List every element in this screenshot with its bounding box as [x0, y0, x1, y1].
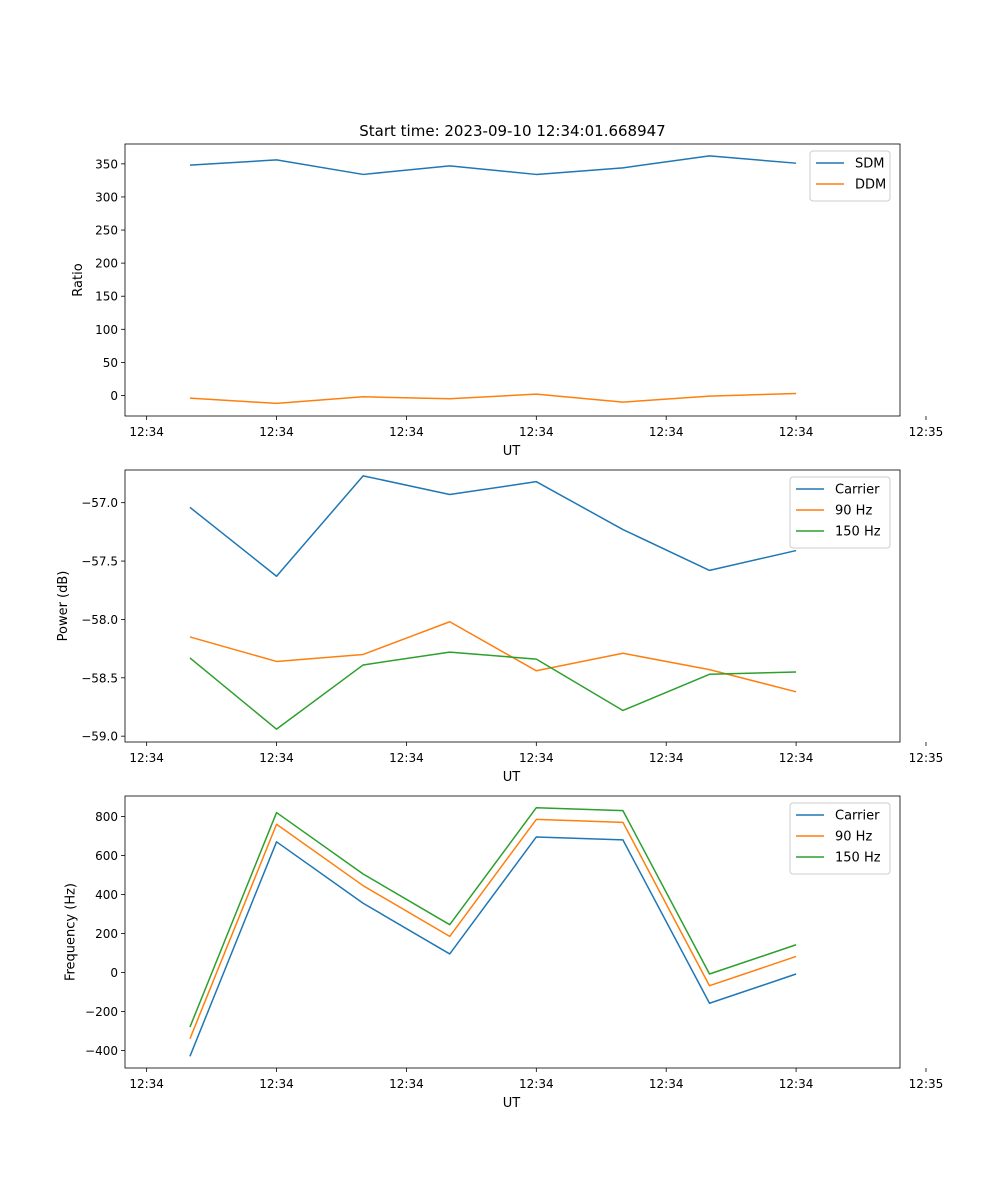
y-tick-label: −57.0: [81, 496, 118, 510]
legend: Carrier 90 Hz 150 Hz: [789, 802, 891, 875]
legend-label: Carrier: [835, 483, 880, 498]
x-tick-label: 12:34: [389, 1077, 424, 1091]
legend: Carrier 90 Hz 150 Hz: [789, 476, 891, 549]
legend-label: SDM: [855, 157, 884, 172]
x-tick-label: 12:34: [389, 425, 424, 439]
x-axis-label: UT: [503, 770, 521, 785]
x-tick-label: 12:34: [259, 1077, 294, 1091]
x-tick-label: 12:34: [779, 1077, 814, 1091]
panels: 12:34 12:34 12:34 12:34 12:34 12:34 12:35 0 50 10…: [56, 143, 944, 1111]
legend-label: 150 Hz: [835, 525, 881, 540]
chart-panel-3: 12:34 12:34 12:34 12:34 12:34 12:34 12:35 −400 −…: [64, 795, 944, 1111]
x-tick-label: 12:34: [779, 751, 814, 765]
series-line-90-hz: [189, 818, 797, 1040]
chart-panel-1: 12:34 12:34 12:34 12:34 12:34 12:34 12:35 0 50 10…: [71, 143, 944, 459]
y-axis-label: Ratio: [71, 263, 86, 296]
x-tick-label: 12:35: [909, 425, 944, 439]
y-tick-label: 800: [95, 810, 118, 824]
axes-frame: [124, 795, 901, 1069]
x-tick-label: 12:35: [909, 751, 944, 765]
axes-frame: [124, 469, 901, 743]
y-tick-label: 350: [95, 157, 118, 171]
x-tick-label: 12:35: [909, 1077, 944, 1091]
y-tick-label: −57.5: [81, 555, 118, 569]
x-tick-label: 12:34: [129, 425, 164, 439]
y-tick-label: 600: [95, 849, 118, 863]
x-tick-label: 12:34: [519, 751, 554, 765]
series-line-150-hz: [189, 651, 797, 730]
y-tick-label: −400: [85, 1044, 118, 1058]
x-tick-label: 12:34: [649, 425, 684, 439]
x-axis-label: UT: [503, 444, 521, 459]
series-line-carrier: [189, 836, 797, 1057]
y-tick-label: 200: [95, 927, 118, 941]
axes-frame: [124, 143, 901, 417]
y-tick-label: −58.0: [81, 613, 118, 627]
y-tick-label: 50: [103, 356, 118, 370]
y-tick-label: 200: [95, 257, 118, 271]
y-tick-label: 0: [110, 389, 118, 403]
chart-panel-2: 12:34 12:34 12:34 12:34 12:34 12:34 12:35 −59.0…: [56, 469, 944, 785]
y-axis-label: Frequency (Hz): [64, 883, 79, 981]
series-line-ddm: [189, 392, 797, 405]
x-axis-label: UT: [503, 1096, 521, 1111]
x-tick-label: 12:34: [259, 751, 294, 765]
x-tick-label: 12:34: [129, 751, 164, 765]
legend-label: DDM: [855, 178, 886, 193]
x-tick-label: 12:34: [259, 425, 294, 439]
legend-label: 150 Hz: [835, 851, 881, 866]
x-tick-label: 12:34: [129, 1077, 164, 1091]
legend-label: 90 Hz: [835, 830, 872, 845]
series-line-90-hz: [189, 621, 797, 693]
legend: SDM DDM: [809, 150, 891, 202]
x-tick-label: 12:34: [649, 751, 684, 765]
y-tick-label: 400: [95, 888, 118, 902]
legend-label: 90 Hz: [835, 504, 872, 519]
y-tick-label: −58.5: [81, 671, 118, 685]
y-tick-label: 0: [110, 966, 118, 980]
x-tick-label: 12:34: [519, 425, 554, 439]
x-tick-label: 12:34: [519, 1077, 554, 1091]
figure-title: Start time: 2023-09-10 12:34:01.668947: [359, 122, 665, 140]
y-tick-label: 100: [95, 323, 118, 337]
series-line-150-hz: [189, 806, 797, 1028]
x-tick-label: 12:34: [649, 1077, 684, 1091]
x-tick-label: 12:34: [779, 425, 814, 439]
legend-label: Carrier: [835, 809, 880, 824]
y-tick-label: 250: [95, 224, 118, 238]
y-axis-label: Power (dB): [56, 571, 71, 642]
series-line-sdm: [189, 155, 797, 176]
x-tick-label: 12:34: [389, 751, 424, 765]
y-tick-label: 150: [95, 290, 118, 304]
y-tick-label: −59.0: [81, 730, 118, 744]
y-tick-label: 300: [95, 190, 118, 204]
series-line-carrier: [189, 475, 797, 577]
y-tick-label: −200: [85, 1005, 118, 1019]
